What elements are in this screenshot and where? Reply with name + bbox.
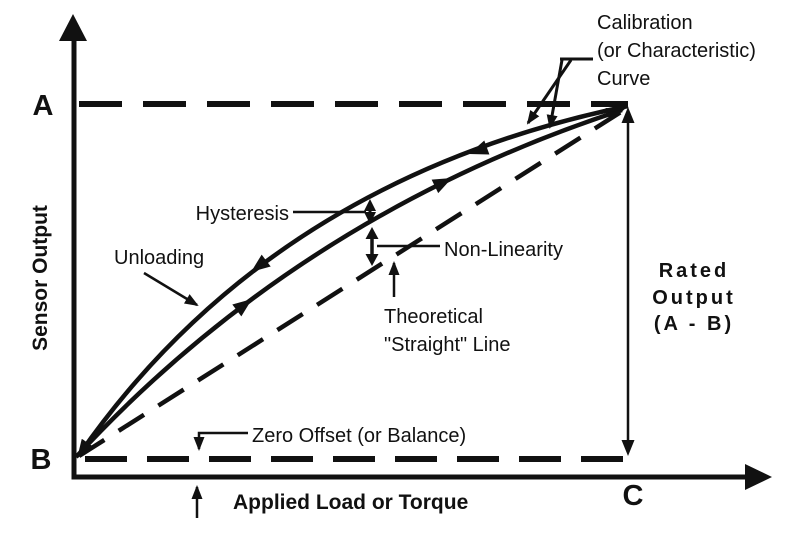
theoretical-straight-line	[77, 108, 626, 458]
x-axis-title: Applied Load or Torque	[233, 491, 468, 514]
hysteresis-up-arrow-icon	[364, 199, 376, 211]
calibration-label-line1: Calibration	[597, 12, 693, 34]
unloading-direction-arrow-icon	[251, 254, 271, 272]
zero-offset-leader-arrow	[193, 431, 248, 451]
rated-output-label-line2: Output	[652, 287, 736, 309]
unloading-leader-arrow	[143, 271, 199, 307]
y-axis-arrow-icon	[59, 14, 87, 41]
rated-output-label-line3: (A - B)	[654, 313, 734, 335]
unloading-direction-arrow-icon	[469, 140, 490, 155]
loading-curve	[74, 107, 625, 459]
non-linearity-label: Non-Linearity	[444, 239, 563, 261]
zero-offset-label: Zero Offset (or Balance)	[252, 425, 466, 447]
point-a-label: A	[33, 90, 54, 122]
theoretical-label-line1: Theoretical	[384, 306, 483, 328]
non-linearity-up-arrow-icon	[365, 227, 379, 239]
x-axis-arrow-icon	[745, 464, 772, 490]
point-b-label: B	[31, 444, 52, 476]
rated-output-label-line1: Rated	[659, 260, 730, 282]
unloading-label: Unloading	[114, 247, 204, 269]
calibration-leader-arrow-unloading	[526, 59, 573, 125]
theoretical-label-line2: "Straight" Line	[384, 334, 511, 356]
calibration-leader-arrow-loading	[546, 59, 564, 129]
hysteresis-label: Hysteresis	[196, 203, 289, 225]
rated-output-up-arrow-icon	[621, 107, 635, 123]
point-c-label: C	[623, 480, 644, 512]
loading-direction-arrow-icon	[232, 299, 252, 317]
unloading-curve	[77, 103, 629, 458]
hysteresis-down-arrow-icon	[364, 212, 376, 224]
loading-direction-arrow-icon	[431, 178, 452, 194]
calibration-label-line3: Curve	[597, 68, 650, 90]
calibration-label-line2: (or Characteristic)	[597, 40, 756, 62]
rated-output-down-arrow-icon	[621, 440, 635, 456]
non-linearity-down-arrow-icon	[365, 254, 379, 266]
y-axis-title: Sensor Output	[29, 205, 52, 351]
